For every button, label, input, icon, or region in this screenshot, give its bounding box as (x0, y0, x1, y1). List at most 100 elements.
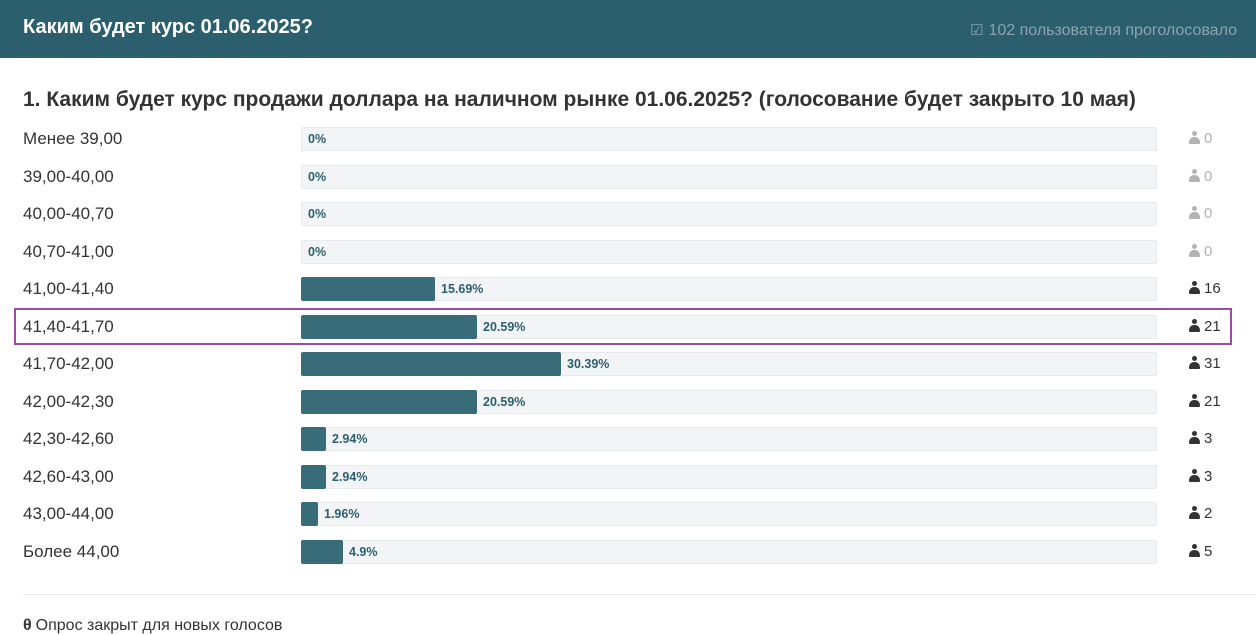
option-progress-track (301, 277, 1157, 301)
option-vote-count: 0 (1189, 130, 1212, 147)
option-progress-track (301, 539, 1157, 564)
option-progress-fill (301, 539, 343, 564)
poll-option-row: Более 44,00 4.9% 5 (0, 533, 1256, 571)
poll-header: Каким будет курс 01.06.2025? ☑ 102 пользо… (0, 0, 1256, 58)
option-label: Менее 39,00 (23, 129, 123, 148)
option-percent: 0% (308, 132, 327, 146)
option-progress-track (301, 352, 1157, 376)
option-percent: 30.39% (567, 357, 610, 371)
option-vote-count: 0 (1189, 243, 1212, 260)
votes-summary: ☑ 102 пользователя проголосовало (970, 21, 1237, 40)
option-label: 39,00-40,00 (23, 166, 114, 186)
user-icon (1189, 468, 1200, 482)
option-vote-count: 2 (1189, 505, 1212, 522)
option-percent: 15.69% (441, 282, 484, 296)
poll-closed-note: θ Опрос закрыт для новых голосов (23, 617, 282, 635)
option-label: Более 44,00 (23, 541, 120, 561)
lock-icon: θ (23, 617, 32, 634)
poll-option-row: 40,00-40,70 0% 0 (0, 195, 1256, 233)
option-progress-track (301, 239, 1157, 264)
poll-option-row: 41,70-42,00 30.39% 31 (0, 345, 1256, 383)
divider (23, 594, 1256, 595)
option-percent: 0% (308, 169, 327, 184)
option-progress-track (301, 202, 1157, 226)
option-label: 41,00-41,40 (23, 279, 114, 298)
vote-count-number: 0 (1204, 242, 1213, 260)
poll-closed-text: Опрос закрыт для новых голосов (35, 617, 283, 634)
user-icon (1189, 131, 1200, 144)
option-percent: 20.59% (483, 319, 526, 334)
option-percent: 20.59% (483, 394, 526, 409)
vote-count-number: 21 (1204, 392, 1221, 410)
option-progress-fill (301, 427, 326, 451)
highlighted-option-frame (14, 308, 1232, 345)
option-progress-track (301, 127, 1157, 151)
option-progress-track (301, 427, 1157, 451)
vote-count-number: 2 (1204, 505, 1213, 522)
option-percent: 2.94% (332, 432, 368, 446)
user-icon (1189, 506, 1200, 519)
option-label: 41,40-41,70 (23, 316, 114, 336)
option-vote-count: 3 (1189, 430, 1212, 447)
option-label: 43,00-44,00 (23, 504, 114, 523)
user-icon (1189, 168, 1200, 182)
poll-option-row: 39,00-40,00 0% 0 (0, 158, 1256, 196)
option-percent: 0% (308, 207, 327, 221)
option-vote-count: 5 (1189, 543, 1212, 560)
poll-option-row: Менее 39,00 0% 0 (0, 120, 1256, 158)
option-progress-track (301, 464, 1157, 489)
votes-count-text: 102 пользователя проголосовало (988, 22, 1237, 39)
poll-option-row: 42,60-43,00 2.94% 3 (0, 458, 1256, 496)
option-label: 40,00-40,70 (23, 204, 114, 223)
vote-count-number: 5 (1204, 542, 1213, 560)
option-progress-fill (301, 502, 318, 526)
user-icon (1189, 543, 1200, 557)
poll-option-row: 42,30-42,60 2.94% 3 (0, 420, 1256, 458)
option-percent: 4.9% (349, 544, 378, 559)
user-icon (1189, 318, 1200, 332)
user-icon (1189, 281, 1200, 294)
option-vote-count: 31 (1189, 355, 1221, 372)
user-icon (1189, 243, 1200, 257)
option-progress-track (301, 314, 1157, 339)
option-progress-fill (301, 389, 477, 414)
vote-count-number: 0 (1204, 130, 1213, 147)
option-label: 40,70-41,00 (23, 241, 114, 261)
option-progress-track (301, 164, 1157, 189)
poll-option-row: 43,00-44,00 1.96% 2 (0, 495, 1256, 533)
user-icon (1189, 206, 1200, 219)
option-label: 42,30-42,60 (23, 429, 114, 448)
option-percent: 1.96% (324, 507, 360, 521)
vote-count-number: 31 (1204, 355, 1221, 372)
poll-option-row: 41,40-41,70 20.59% 21 (0, 308, 1256, 346)
option-label: 42,00-42,30 (23, 391, 114, 411)
vote-count-number: 16 (1204, 280, 1221, 297)
option-label: 42,60-43,00 (23, 466, 114, 486)
user-icon (1189, 393, 1200, 407)
user-icon (1189, 431, 1200, 444)
question-title: 1. Каким будет курс продажи доллара на н… (23, 88, 1136, 111)
option-label: 41,70-42,00 (23, 354, 114, 373)
vote-count-number: 3 (1204, 430, 1213, 447)
option-vote-count: 16 (1189, 280, 1221, 297)
option-vote-count: 0 (1189, 205, 1212, 222)
option-progress-fill (301, 277, 435, 301)
vote-count-number: 21 (1204, 317, 1221, 335)
option-vote-count: 21 (1189, 393, 1221, 410)
option-progress-fill (301, 464, 326, 489)
poll-title: Каким будет курс 01.06.2025? (23, 16, 313, 38)
option-percent: 0% (308, 244, 327, 259)
option-progress-track (301, 502, 1157, 526)
vote-count-number: 0 (1204, 205, 1213, 222)
poll-option-row: 40,70-41,00 0% 0 (0, 233, 1256, 271)
option-vote-count: 21 (1189, 318, 1221, 335)
vote-count-number: 3 (1204, 467, 1213, 485)
poll-option-row: 42,00-42,30 20.59% 21 (0, 383, 1256, 421)
option-progress-track (301, 389, 1157, 414)
user-icon (1189, 356, 1200, 369)
poll-option-row: 41,00-41,40 15.69% 16 (0, 270, 1256, 308)
check-square-icon: ☑ (970, 22, 984, 39)
option-progress-fill (301, 314, 477, 339)
option-vote-count: 0 (1189, 168, 1212, 185)
option-percent: 2.94% (332, 469, 368, 484)
